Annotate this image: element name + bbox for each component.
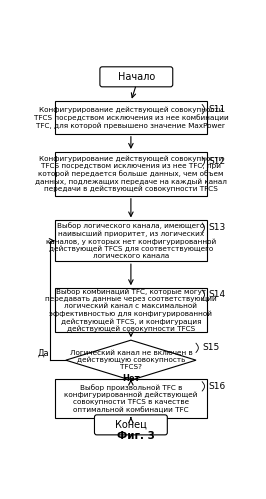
Text: Выбор комбинаций TFC, которые могут
передавать данные через соответствующий
логи: Выбор комбинаций TFC, которые могут пере… [45, 288, 217, 332]
FancyBboxPatch shape [100, 67, 173, 87]
Bar [55, 152, 207, 196]
Bar [55, 379, 207, 418]
Text: Фиг. 3: Фиг. 3 [117, 431, 155, 441]
Text: S13: S13 [208, 223, 226, 232]
Text: Конфигурирование действующей совокупности
TFCS посредством исключения из нее TFC: Конфигурирование действующей совокупност… [35, 156, 227, 192]
Text: Нет: Нет [122, 374, 140, 383]
Text: S16: S16 [208, 382, 226, 391]
Text: Конец: Конец [115, 420, 147, 430]
Text: S11: S11 [208, 104, 226, 114]
Polygon shape [66, 340, 196, 380]
Text: Выбор произвольной TFC в
конфигурированной действующей
совокупности TFCS в качес: Выбор произвольной TFC в конфигурированн… [64, 384, 198, 413]
Bar [55, 101, 207, 134]
Bar [55, 288, 207, 332]
Text: Логический канал не включен в
действующую совокупность
TFCS?: Логический канал не включен в действующу… [69, 350, 192, 370]
Text: Да: Да [37, 349, 49, 358]
Text: Начало: Начало [118, 72, 155, 82]
Text: Выбор логического канала, имеющего
наивысший приоритет, из логических
каналов, у: Выбор логического канала, имеющего наивы… [46, 223, 216, 259]
Bar [55, 221, 207, 261]
Text: S14: S14 [208, 290, 226, 299]
FancyBboxPatch shape [94, 415, 167, 435]
Text: S15: S15 [202, 343, 219, 352]
Text: Конфигурирование действующей совокупности
TFCS посредством исключения из нее ком: Конфигурирование действующей совокупност… [34, 107, 228, 129]
Text: S12: S12 [208, 157, 226, 166]
